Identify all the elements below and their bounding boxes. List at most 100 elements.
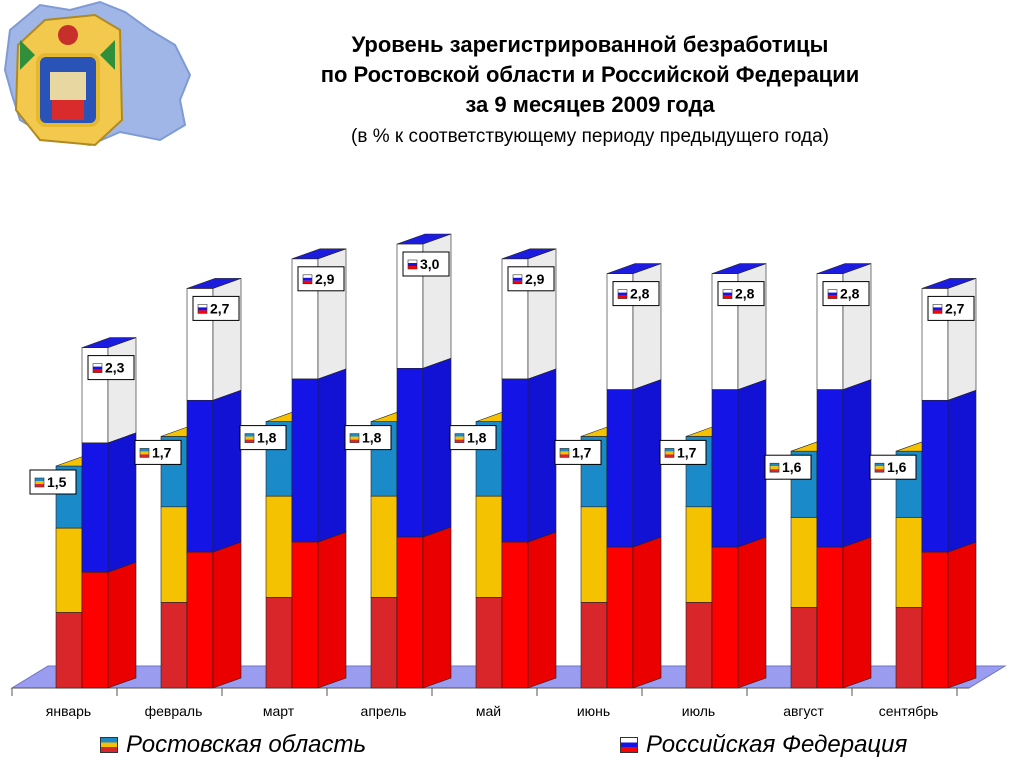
data-label-rf-6-flag-icon <box>722 289 733 299</box>
data-label-rostov-5-flag-stripe-0 <box>560 448 569 452</box>
data-label-rostov-6-flag-border <box>664 448 675 458</box>
data-label-rostov-4-flag-stripe-2 <box>455 439 464 443</box>
bar-rostov-5-front-seg-1 <box>580 506 608 603</box>
bar-rostov-4-front-seg-2 <box>475 597 503 689</box>
page-title-line-2: по Ростовской области и Российской Федер… <box>320 62 860 87</box>
bar-rostov-7-front-seg-1 <box>790 517 818 608</box>
data-label-rf-5: 2,8 <box>630 286 650 302</box>
data-label-rostov-1-flag-icon <box>139 448 150 458</box>
legend-item-rostov: Ростовская область <box>100 731 366 759</box>
data-label-rf-8-flag-stripe-0 <box>933 304 942 308</box>
data-label-rf-3-flag-stripe-1 <box>408 263 417 266</box>
data-label-rf-5-flag-icon <box>617 289 628 299</box>
legend-item-rf: Российская Федерация <box>620 731 907 759</box>
bar-rostov-4-front-seg-1 <box>475 495 503 598</box>
bar-rf-0-top <box>81 337 137 348</box>
data-label-rf-0-flag-icon <box>92 363 103 373</box>
bar-rostov-5-front-seg-2 <box>580 602 608 689</box>
data-label-rf-2-flag-stripe-1 <box>303 277 312 281</box>
data-label-rostov-5: 1,7 <box>572 444 592 460</box>
data-label-rostov-7: 1,6 <box>782 459 802 475</box>
x-tick-label-4: май <box>476 703 501 719</box>
data-label-rostov-6-flag-stripe-1 <box>665 451 674 455</box>
rostov-flag-icon <box>100 737 118 753</box>
data-label-rf-2-flag-icon <box>302 274 313 285</box>
data-label-rf-8-flag-icon <box>932 304 943 314</box>
data-label-rostov-3-flag-border <box>349 433 360 443</box>
bar-rf-1-side-seg-2 <box>212 541 242 689</box>
bar-rf-7-side-seg-1 <box>842 379 872 548</box>
bar-rf-4-top <box>501 248 557 260</box>
data-label-rostov-0-flag-stripe-2 <box>35 484 44 487</box>
data-label-rostov-3-flag-stripe-0 <box>350 433 359 437</box>
bar-rostov-3-front-seg-2 <box>370 597 398 689</box>
bar-rostov-3-front-seg-1 <box>370 495 398 598</box>
data-label-rf-2-flag-stripe-0 <box>303 274 312 278</box>
bar-rf-6-front-seg-1 <box>711 389 739 548</box>
data-label-rostov-6: 1,7 <box>677 444 697 460</box>
data-label-rostov-4-flag-icon <box>454 433 465 443</box>
data-label-rostov-2-flag-border <box>244 433 255 443</box>
data-label-rf-0-flag-border <box>92 363 103 373</box>
bar-rf-3-side-seg-2 <box>422 526 452 689</box>
data-label-rf-0: 2,3 <box>105 360 125 376</box>
bar-rostov-6-front-seg-1 <box>685 506 713 603</box>
bar-rf-2-front-seg-2 <box>291 541 319 689</box>
data-label-rf-5-flag-stripe-0 <box>618 289 627 293</box>
data-label-rostov-8-flag-stripe-1 <box>875 466 884 470</box>
bar-rf-4-side-seg-2 <box>527 531 557 689</box>
x-tick-label-0: январь <box>46 703 91 719</box>
data-label-rf-6: 2,8 <box>735 286 755 302</box>
bar-rf-0-front-seg-2 <box>81 571 109 689</box>
bar-rf-5-side-seg-2 <box>632 536 662 689</box>
data-label-rostov-0: 1,5 <box>47 474 67 490</box>
data-label-rostov-8-flag-stripe-2 <box>875 469 884 473</box>
bar-rf-0-side-seg-1 <box>107 432 137 573</box>
data-label-rostov-4-flag-stripe-0 <box>455 433 464 437</box>
data-label-rf-2-flag-border <box>302 274 313 285</box>
x-tick-label-8: сентябрь <box>879 703 939 719</box>
data-label-rf-7-flag-icon <box>827 289 838 299</box>
data-label-rostov-2-flag-stripe-1 <box>245 436 254 440</box>
bar-rf-3-front-seg-2 <box>396 536 424 689</box>
data-label-rf-8-flag-border <box>932 304 943 314</box>
data-label-rostov-7-flag-stripe-0 <box>770 463 779 467</box>
data-label-rf-7-flag-stripe-2 <box>828 295 837 299</box>
data-label-rf-6-flag-stripe-2 <box>723 295 732 299</box>
data-label-rf-0-flag-stripe-0 <box>93 363 102 367</box>
bar-rostov-2-front-seg-1 <box>265 495 293 598</box>
bar-rostov-2-front-seg-2 <box>265 597 293 689</box>
bar-rf-4-front-seg-2 <box>501 541 529 689</box>
bar-rf-1-front-seg-2 <box>186 551 214 689</box>
data-label-rostov-1-flag-border <box>139 448 150 458</box>
bar-rf-6-side-seg-1 <box>737 379 767 548</box>
data-label-rostov-2-flag-icon <box>244 433 255 443</box>
data-label-rostov-5-flag-border <box>559 448 570 458</box>
bar-rostov-1-front-seg-1 <box>160 506 188 603</box>
bar-rf-7-top <box>816 263 872 274</box>
data-label-rostov-2: 1,8 <box>257 430 277 446</box>
data-label-rostov-7-flag-stripe-1 <box>770 466 779 470</box>
data-label-rf-4-flag-icon <box>512 274 523 285</box>
data-label-rostov-6-flag-stripe-0 <box>665 448 674 452</box>
data-label-rf-3-flag-stripe-2 <box>408 266 417 269</box>
bar-rf-4-side-seg-1 <box>527 368 557 543</box>
legend-label-rostov: Ростовская область <box>126 731 367 758</box>
data-label-rostov-5-flag-stripe-1 <box>560 451 569 455</box>
bar-rf-3-side-seg-1 <box>422 357 452 538</box>
data-label-rostov-8-flag-border <box>874 462 885 473</box>
data-label-rf-7: 2,8 <box>840 286 860 302</box>
data-label-rf-5-flag-stripe-1 <box>618 292 627 296</box>
russia-flag-icon <box>620 737 638 753</box>
data-label-rostov-8-flag-icon <box>874 462 885 473</box>
data-label-rf-5-flag-stripe-2 <box>618 295 627 299</box>
data-label-rf-1-flag-icon <box>197 304 208 314</box>
bar-rf-6-front-seg-2 <box>711 546 739 689</box>
bar-rf-3-top <box>396 233 452 245</box>
data-label-rostov-7-flag-stripe-2 <box>770 469 779 473</box>
data-label-rf-1-flag-stripe-0 <box>198 304 207 308</box>
bar-rostov-0-front-seg-2 <box>55 612 83 689</box>
data-label-rostov-1-flag-stripe-1 <box>140 451 149 455</box>
bar-rf-3-front-seg-1 <box>396 368 424 538</box>
bar-rf-7-front-seg-2 <box>816 546 844 689</box>
